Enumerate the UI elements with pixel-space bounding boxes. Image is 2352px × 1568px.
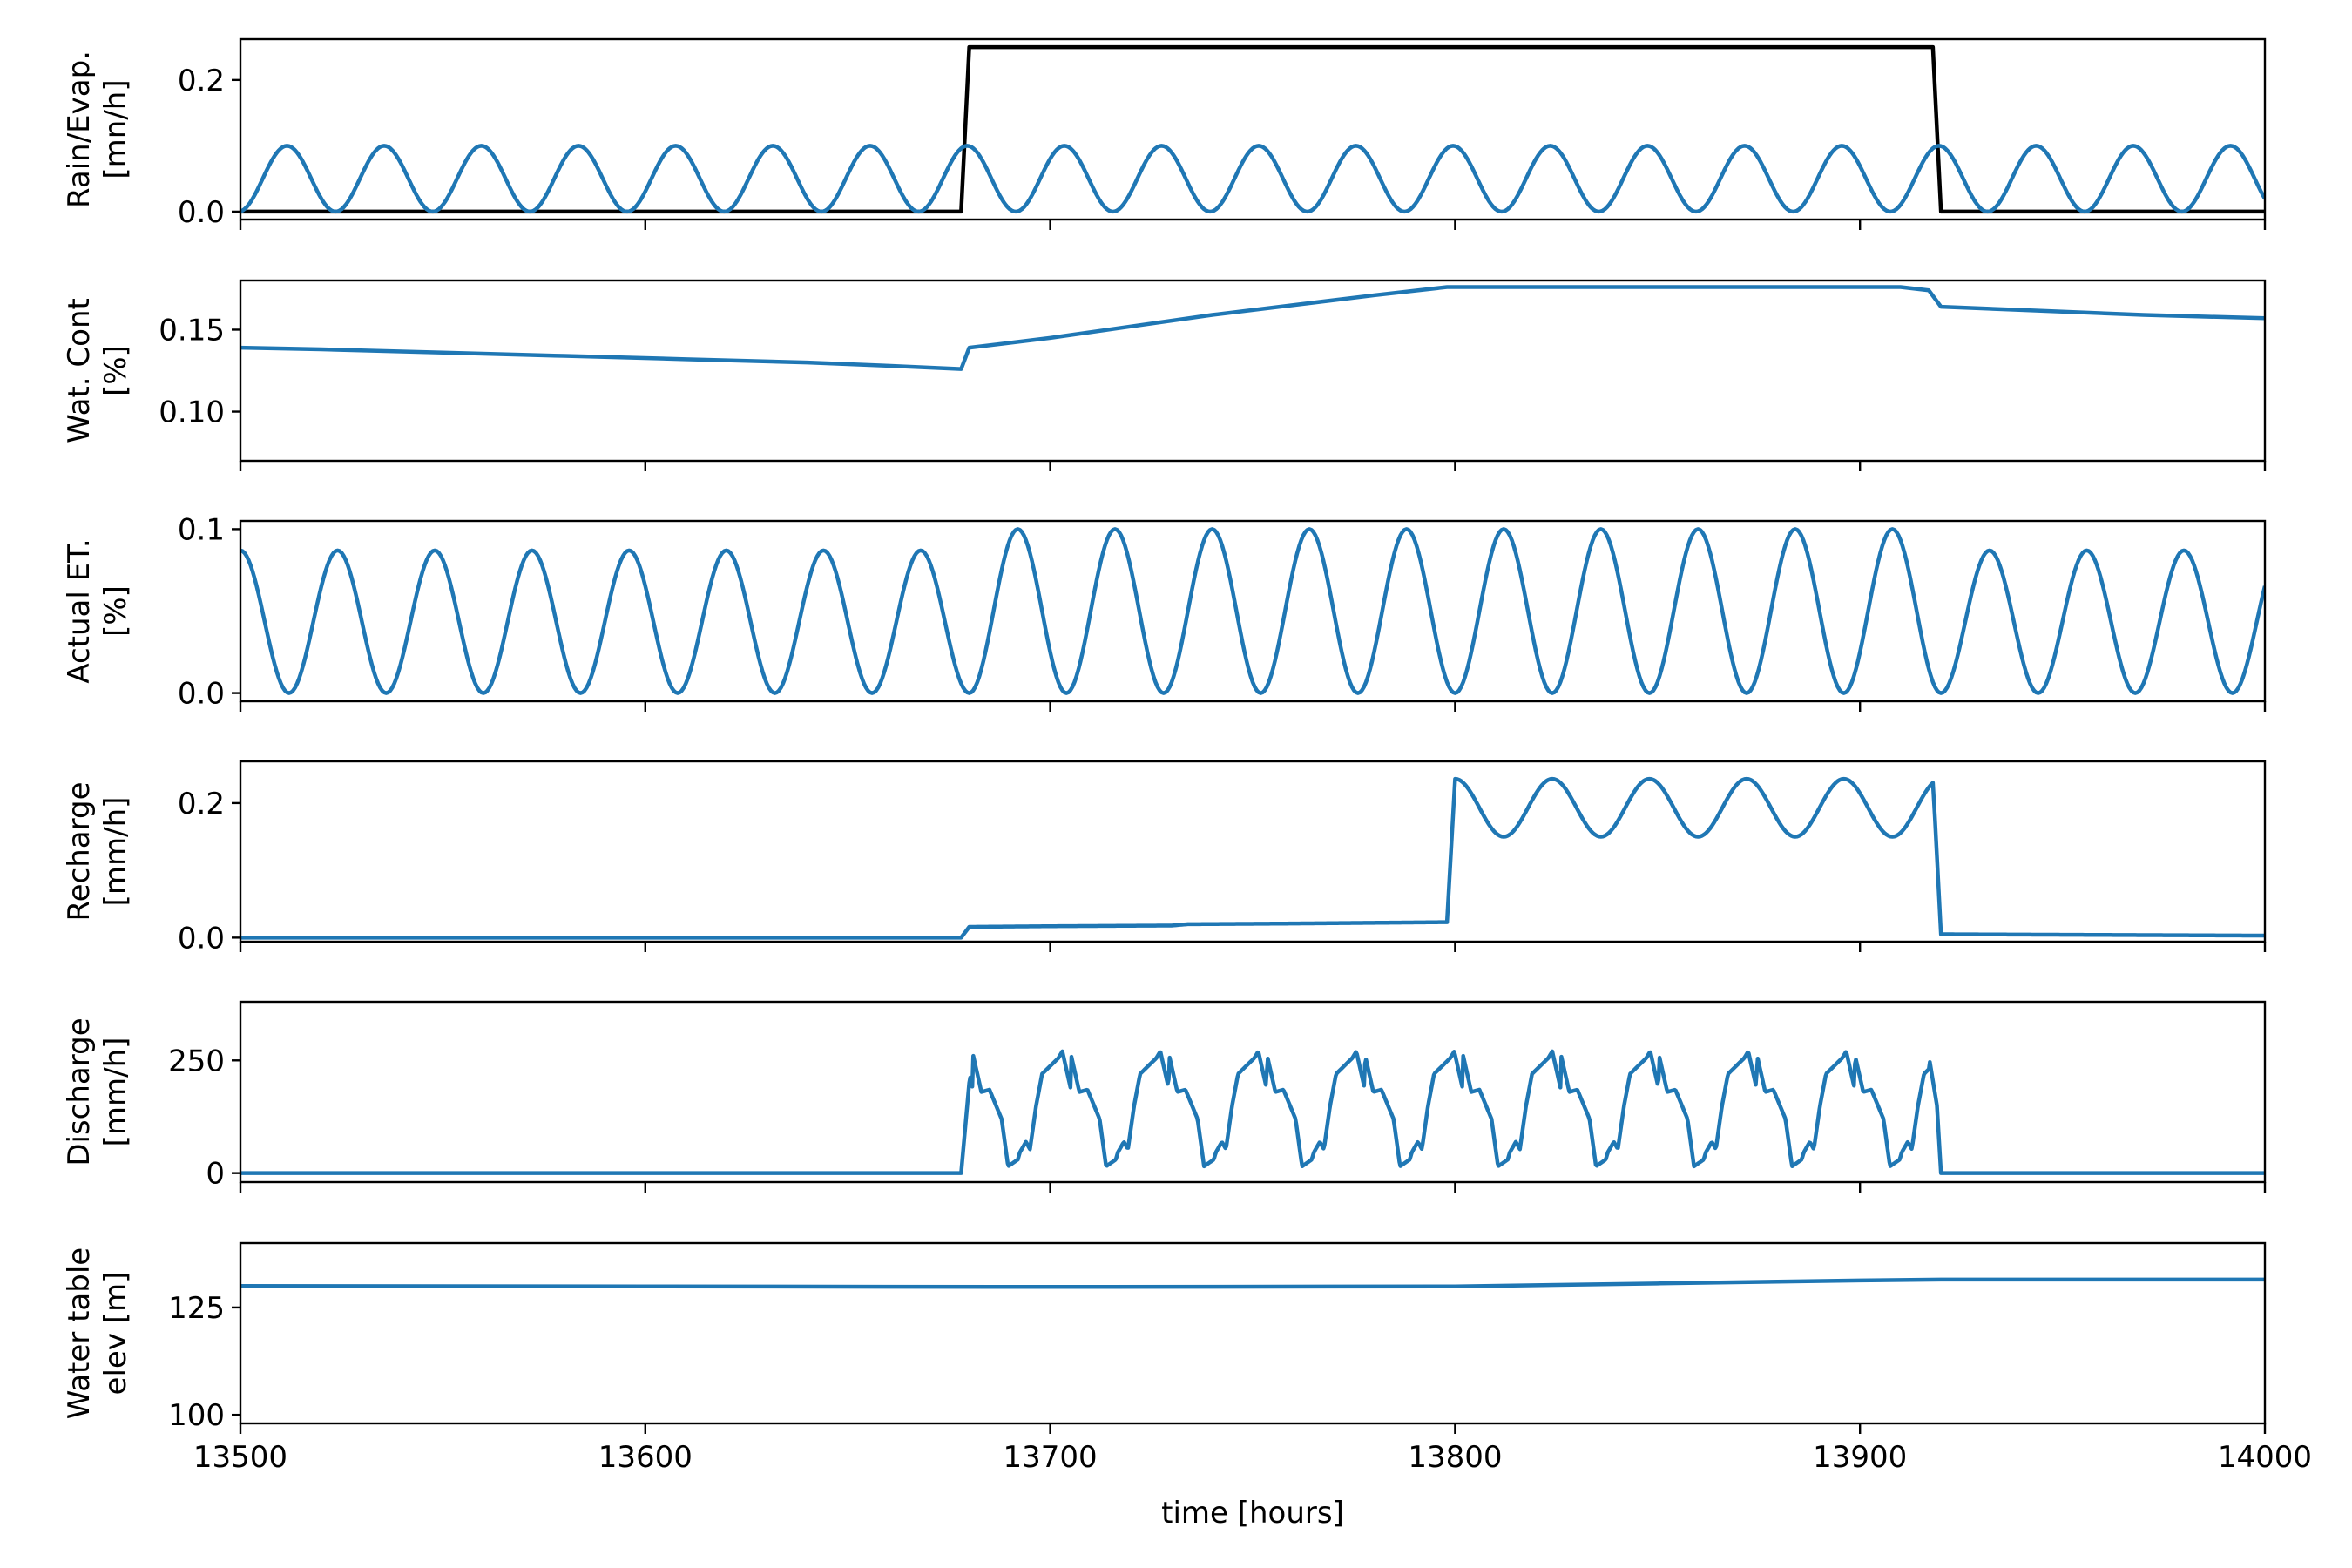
panel-water-table: 100 125 13500 13600 13700 13800 13900 14000 Wate…: [62, 1241, 2312, 1475]
y-axis-label-rain-evap: Rain/Evap.[mn/h]: [62, 51, 133, 208]
x-tick-label-2: 13700: [1004, 1440, 1098, 1475]
series-line-rain-evap-1: [240, 144, 2265, 214]
y-axis-label-discharge: Discharge[mm/h]: [62, 1017, 133, 1166]
y-axis-label-actual-et: Actual ET.[%]: [62, 538, 133, 683]
series-line-water-content-0: [240, 285, 2265, 371]
y-tick-label-rain-evap-0: 0.0: [178, 195, 225, 230]
y-tick-label-water-table-1: 125: [168, 1291, 225, 1326]
x-tick-label-1: 13600: [598, 1440, 693, 1475]
y-tick-label-discharge-1: 250: [168, 1044, 225, 1078]
axes-frame-water-table: [239, 1241, 2267, 1425]
axes-frame-rain-evap: [239, 37, 2267, 221]
y-tick-label-actual-et-1: 0.1: [178, 512, 225, 547]
y-tick-label-water-content-1: 0.15: [159, 313, 225, 348]
x-tick-label-3: 13800: [1408, 1440, 1502, 1475]
y-tick-label-water-table-0: 100: [168, 1398, 225, 1433]
y-tick-label-discharge-0: 0: [206, 1157, 225, 1192]
y-tick-label-recharge-1: 0.2: [178, 787, 225, 821]
panel-rain-evap: 0.0 0.2 Rain/Evap.[mn/h]: [62, 37, 2267, 230]
series-line-water-table-0: [240, 1277, 2265, 1289]
y-tick-label-water-content-0: 0.10: [159, 395, 225, 430]
axes-frame-actual-et: [239, 519, 2267, 703]
y-tick-label-recharge-0: 0.0: [178, 921, 225, 956]
x-tick-label-5: 14000: [2218, 1440, 2312, 1475]
y-tick-label-actual-et-0: 0.0: [178, 677, 225, 712]
series-line-rain-evap-0: [240, 44, 2265, 214]
y-axis-label-water-table: Water tableelev [m]: [62, 1247, 133, 1419]
series-line-actual-et-0: [240, 527, 2265, 695]
x-tick-label-0: 13500: [193, 1440, 287, 1475]
y-axis-label-recharge: Recharge[mm/h]: [62, 782, 133, 922]
series-line-discharge-0: [240, 1049, 2265, 1175]
panel-actual-et: 0.0 0.1 Actual ET.[%]: [62, 512, 2267, 712]
panel-water-content: 0.10 0.15 Wat. Cont[%]: [62, 279, 2267, 471]
y-tick-label-rain-evap-1: 0.2: [178, 64, 225, 98]
axes-frame-water-content: [239, 279, 2267, 463]
axes-frame-recharge: [239, 760, 2267, 943]
panel-recharge: 0.0 0.2 Recharge[mm/h]: [62, 760, 2267, 956]
x-axis-label: time [hours]: [1161, 1496, 1344, 1531]
panel-discharge: 0 250 Discharge[mm/h]: [62, 1000, 2267, 1193]
x-tick-label-4: 13900: [1813, 1440, 1907, 1475]
series-line-recharge-0: [240, 776, 2265, 940]
axes-frame-discharge: [239, 1000, 2267, 1184]
y-axis-label-water-content: Wat. Cont[%]: [62, 298, 133, 443]
